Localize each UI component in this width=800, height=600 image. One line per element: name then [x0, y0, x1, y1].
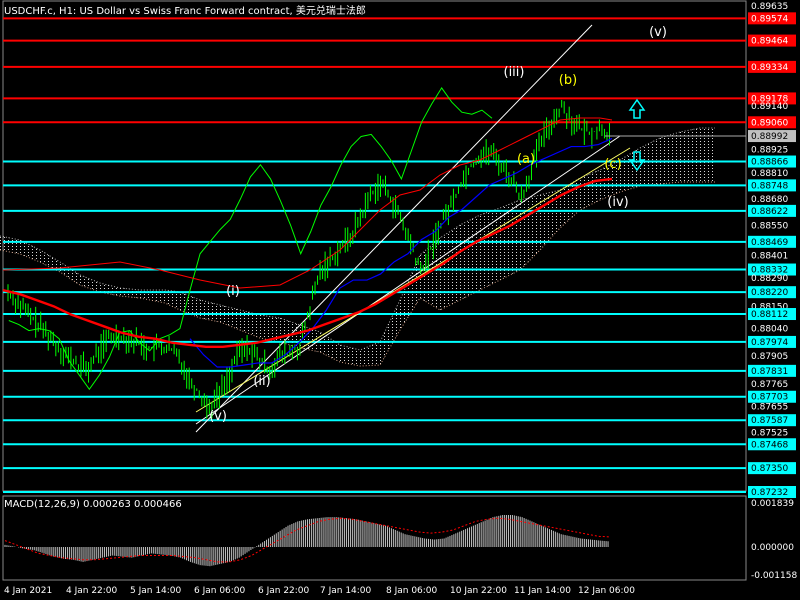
time-axis-label: 7 Jan 14:00 [320, 586, 372, 596]
price-axis-label: 0.87350 [751, 464, 788, 474]
price-axis-label: 0.89060 [751, 118, 788, 128]
price-axis-label: 0.89464 [751, 37, 788, 47]
chikou-span [8, 87, 493, 391]
time-axis-label: 11 Jan 14:00 [514, 586, 571, 596]
price-tag-cyan [748, 364, 796, 377]
price-axis-label: 0.88150 [751, 302, 788, 312]
channel-mid-line [195, 135, 621, 425]
price-axis-label: 0.89635 [751, 2, 788, 12]
wave-label: (c) [604, 157, 621, 172]
price-axis-label: 0.87468 [751, 440, 788, 450]
time-axis-label: 6 Jan 22:00 [258, 586, 310, 596]
price-axis-label: 0.88040 [751, 325, 788, 335]
price-axis-label: 0.88866 [751, 158, 788, 168]
macd-axis-label: -0.001158 [751, 571, 797, 581]
price-tag-cyan [748, 335, 796, 348]
price-axis-label: 0.88332 [751, 266, 788, 276]
price-axis-label: 0.87655 [751, 402, 788, 412]
wave-label: (v) [649, 25, 667, 40]
time-axis-label: 5 Jan 14:00 [130, 586, 182, 596]
price-axis-label: 0.88220 [751, 288, 788, 298]
price-tag-cyan [748, 235, 796, 248]
time-axis-label: 8 Jan 06:00 [386, 586, 438, 596]
time-axis-label: 4 Jan 22:00 [66, 586, 118, 596]
main-panel-frame [2, 0, 747, 492]
price-axis-label: 0.88290 [751, 274, 788, 284]
channel-upper-line [195, 24, 593, 433]
price-tag-cyan [748, 179, 796, 192]
up-arrow-icon [628, 98, 646, 119]
price-axis-label: 0.88550 [751, 221, 788, 231]
wave-label: (i) [226, 284, 240, 299]
time-axis-label: 10 Jan 22:00 [450, 586, 507, 596]
price-tag-red [748, 60, 796, 73]
price-axis-label: 0.88401 [751, 252, 788, 262]
blue-moving-average [189, 137, 613, 368]
price-axis-label: 0.87974 [751, 338, 788, 348]
macd-signal-line [4, 517, 611, 563]
chart-title: USDCHF.c, H1: US Dollar vs Swiss Franc F… [4, 6, 366, 17]
price-axis-label: 0.88622 [751, 207, 788, 217]
price-tag-cyan [748, 204, 796, 217]
price-axis-label: 0.87831 [751, 367, 788, 377]
price-axis-label: 0.89140 [751, 102, 788, 112]
price-axis-label: 0.87765 [751, 380, 788, 390]
red-moving-average [2, 177, 613, 348]
price-tag-red [748, 116, 796, 129]
price-tag-cyan [748, 390, 796, 403]
price-tag-cyan [748, 414, 796, 427]
wave-label: (iii) [504, 65, 525, 80]
price-tag-cyan [748, 263, 796, 276]
wave-label: (a) [517, 152, 535, 167]
price-axis-label: 0.88925 [751, 146, 788, 156]
price-axis-label: 0.88680 [751, 195, 788, 205]
current-price-tag [748, 130, 796, 143]
time-axis-label: 12 Jan 06:00 [578, 586, 635, 596]
price-tag-red [748, 34, 796, 47]
price-tag-red [748, 92, 796, 105]
wave-label: (iv) [607, 195, 628, 210]
price-axis-label: 0.88810 [751, 169, 788, 179]
kijun-line [2, 117, 613, 289]
time-axis-label: 4 Jan 2021 [4, 586, 52, 596]
price-tag-red [748, 12, 796, 25]
price-axis-label: 0.89334 [751, 63, 788, 73]
price-tag-cyan [748, 462, 796, 475]
price-tag-cyan [748, 286, 796, 299]
price-axis-label: 0.87905 [751, 352, 788, 362]
macd-title: MACD(12,26,9) 0.000263 0.000466 [4, 499, 182, 510]
price-axis-label: 0.89574 [751, 14, 788, 24]
wave-label: (v) [209, 409, 227, 424]
price-tag-cyan [748, 155, 796, 168]
price-axis-label: 0.89178 [751, 94, 788, 104]
price-axis-label: 0.87703 [751, 393, 788, 403]
time-axis-label: 6 Jan 06:00 [194, 586, 246, 596]
price-axis-label: 0.88469 [751, 238, 788, 248]
macd-axis-label: 0.001839 [751, 499, 794, 509]
cloud-span-a [0, 127, 715, 351]
macd-axis-label: 0.000000 [751, 543, 794, 553]
price-tag-cyan [748, 308, 796, 321]
price-axis-label: 0.87587 [751, 416, 788, 426]
wave-label: (b) [559, 73, 577, 88]
price-axis-label: 0.87525 [751, 429, 788, 439]
price-tag-cyan [748, 486, 796, 498]
down-arrow-icon [628, 151, 646, 172]
macd-panel-frame [2, 495, 747, 581]
ichimoku-cloud [0, 128, 715, 366]
price-axis-label: 0.88112 [751, 310, 788, 320]
wave-label: (ii) [253, 374, 270, 389]
price-axis-label: 0.87232 [751, 488, 788, 498]
macd-histogram [4, 515, 609, 567]
price-tag-cyan [748, 438, 796, 451]
candles-group [7, 99, 610, 419]
price-axis-label: 0.88748 [751, 181, 788, 191]
price-axis-label: 0.88992 [751, 132, 788, 142]
channel-lower-line [195, 147, 631, 413]
